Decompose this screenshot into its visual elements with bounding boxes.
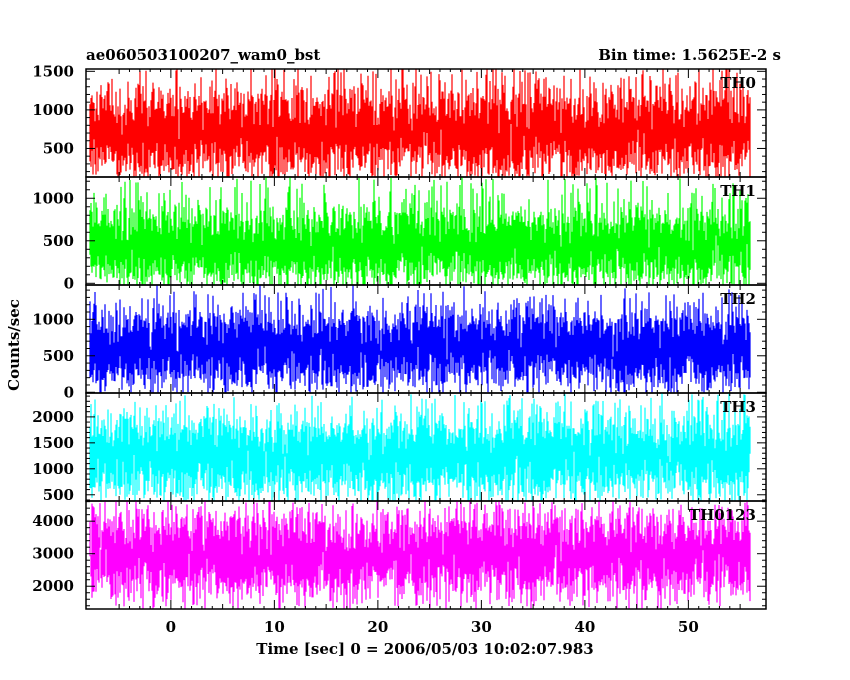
series-th3	[89, 393, 751, 501]
y-axis-label: Counts/sec	[5, 299, 23, 391]
panel-label: TH0	[720, 74, 756, 92]
y-tick-label: 3000	[32, 545, 74, 563]
y-tick-label: 1000	[32, 310, 74, 328]
y-tick-label: 4000	[32, 512, 74, 530]
x-tick-label: 20	[367, 618, 388, 636]
y-tick-label: 0	[64, 274, 74, 292]
y-tick-label: 1000	[32, 189, 74, 207]
y-tick-label: 500	[43, 139, 74, 157]
x-tick-labels: 0 10 20 30 40 50	[166, 618, 699, 636]
x-tick-label: 50	[678, 618, 699, 636]
series-th0123	[89, 501, 751, 609]
panel-label: TH0123	[689, 506, 756, 524]
panel-frame	[85, 500, 767, 610]
y-tick-label: 2000	[32, 577, 74, 595]
y-tick-label: 1000	[32, 460, 74, 478]
y-tick-label: 1000	[32, 101, 74, 119]
panels-group: 500 1000 1500 TH0 0 500 1000 TH1 0 500 1000 TH2 500 1…	[32, 62, 767, 610]
panel-label: TH1	[720, 182, 756, 200]
chart-title: ae060503100207_wam0_bst	[86, 46, 320, 64]
series-th2	[89, 285, 751, 393]
panel-th3: 500 1000 1500 2000 TH3	[32, 392, 767, 504]
y-tick-label: 500	[43, 232, 74, 250]
x-axis-label: Time [sec] 0 = 2006/05/03 10:02:07.983	[256, 640, 593, 658]
y-tick-label: 2000	[32, 408, 74, 426]
x-tick-label: 30	[471, 618, 492, 636]
panel-th0123: 2000 3000 4000 TH0123	[32, 500, 767, 610]
panel-th2: 0 500 1000 TH2	[32, 284, 767, 401]
panel-label: TH3	[720, 398, 756, 416]
panel-label: TH2	[720, 290, 756, 308]
bin-time-label: Bin time: 1.5625E-2 s	[598, 46, 781, 64]
y-tick-label: 0	[64, 383, 74, 401]
y-tick-label: 1500	[32, 62, 74, 80]
x-tick-label: 10	[264, 618, 285, 636]
x-tick-label: 0	[166, 618, 176, 636]
y-tick-label: 500	[43, 486, 74, 504]
y-tick-label: 1500	[32, 434, 74, 452]
y-tick-label: 500	[43, 347, 74, 365]
x-tick-label: 40	[574, 618, 595, 636]
